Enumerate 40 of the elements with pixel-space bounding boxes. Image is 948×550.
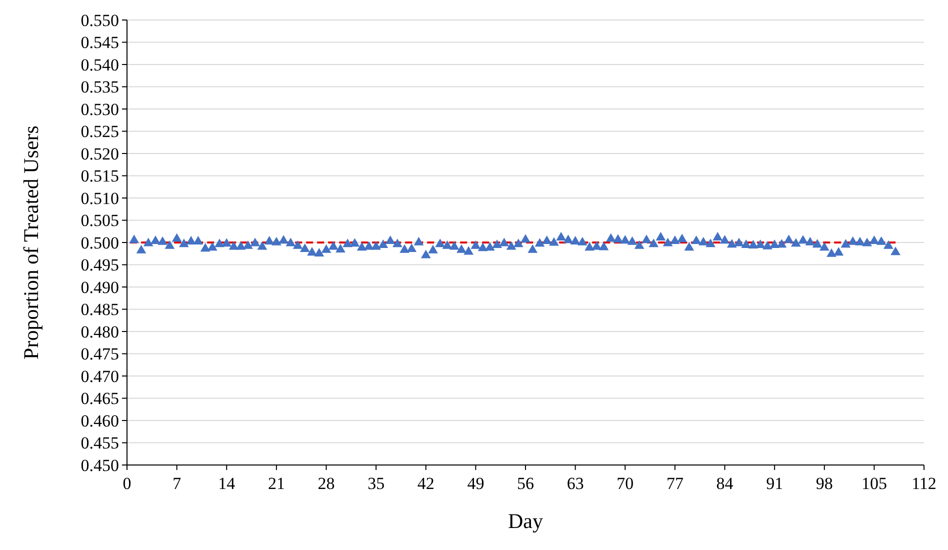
- y-tick-label: 0.520: [80, 144, 119, 164]
- x-axis-title: Day: [508, 509, 544, 533]
- x-tick-label: 98: [816, 474, 833, 493]
- y-tick-label: 0.495: [80, 256, 119, 275]
- x-tick-label: 70: [616, 474, 634, 493]
- y-tick-label: 0.540: [80, 55, 119, 74]
- y-axis-title: Proportion of Treated Users: [19, 126, 43, 360]
- y-tick-label: 0.490: [80, 278, 119, 297]
- x-tick-label: 21: [268, 474, 285, 493]
- y-tick-label: 0.510: [80, 188, 119, 208]
- x-tick-label: 56: [517, 474, 534, 493]
- x-tick-label: 0: [122, 474, 132, 493]
- x-tick-label: 84: [716, 474, 734, 493]
- y-tick-label: 0.530: [80, 100, 119, 119]
- x-tick-label: 77: [666, 474, 684, 493]
- y-tick-label: 0.470: [80, 366, 119, 386]
- y-tick-label: 0.465: [80, 389, 119, 408]
- y-tick-label: 0.500: [80, 233, 119, 252]
- y-tick-label: 0.545: [80, 33, 119, 52]
- y-tick-label: 0.550: [80, 10, 119, 30]
- x-tick-label: 14: [218, 474, 236, 493]
- x-tick-label: 112: [912, 474, 936, 493]
- x-tick-label: 28: [318, 474, 335, 493]
- x-tick-label: 63: [566, 474, 584, 493]
- x-tick-label: 42: [417, 474, 434, 493]
- y-tick-label: 0.535: [80, 78, 119, 97]
- y-tick-label: 0.455: [80, 434, 119, 453]
- x-tick-label: 105: [861, 474, 887, 493]
- y-tick-label: 0.485: [80, 300, 119, 320]
- y-tick-label: 0.450: [80, 456, 119, 475]
- x-tick-label: 91: [766, 474, 784, 493]
- y-tick-label: 0.525: [80, 122, 119, 142]
- y-tick-label: 0.480: [80, 322, 119, 342]
- y-tick-label: 0.515: [80, 166, 119, 186]
- x-tick-label: 7: [172, 474, 182, 493]
- x-tick-label: 49: [467, 474, 484, 493]
- y-tick-label: 0.460: [80, 411, 119, 430]
- x-tick-label: 35: [368, 474, 385, 493]
- y-tick-label: 0.475: [80, 344, 119, 364]
- y-tick-label: 0.505: [80, 211, 119, 230]
